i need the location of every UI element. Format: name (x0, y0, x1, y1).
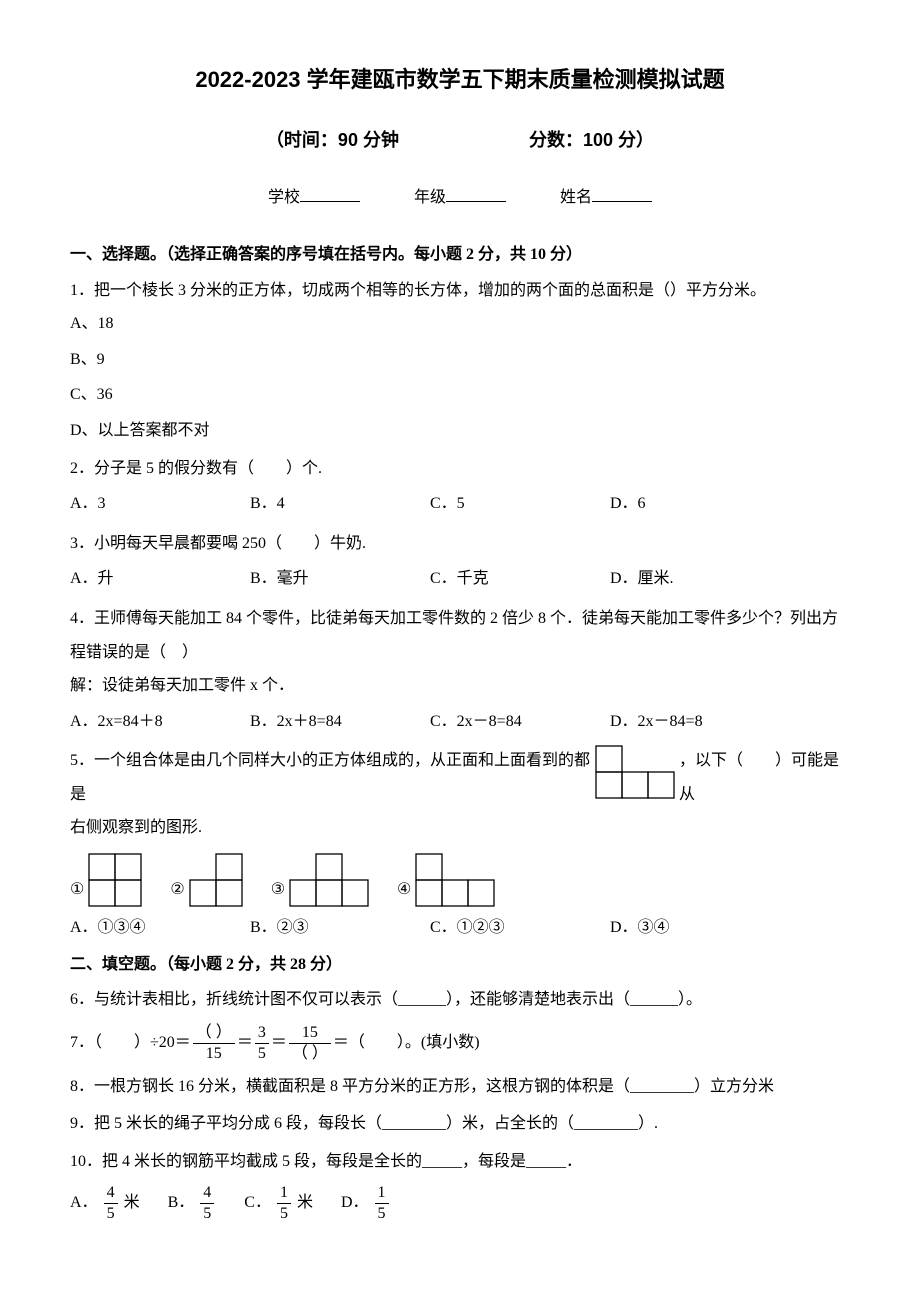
q5-shapes: ① ② ③ (70, 853, 850, 907)
q5-label-1: ① (70, 873, 84, 907)
q10-opt-c: C． 1 5 米 (244, 1185, 313, 1222)
grade-label: 年级 (414, 189, 446, 206)
q5: 5．一个组合体是由几个同样大小的正方体组成的，从正面和上面看到的都是 ，以下（ … (70, 744, 850, 944)
q4-opt-d: D．2x－84=8 (610, 705, 790, 739)
q5-text-line2: 右侧观察到的图形. (70, 811, 850, 845)
q5-ref-shape (595, 745, 675, 812)
q2-opt-a: A．3 (70, 487, 250, 521)
q5-label-2: ② (170, 873, 184, 907)
q2-opt-b: B．4 (250, 487, 430, 521)
q6-text: 6．与统计表相比，折线统计图不仅可以表示（______），还能够清楚地表示出（_… (70, 983, 850, 1017)
q1-opt-d: D、以上答案都不对 (70, 414, 850, 448)
q1: 1．把一个棱长 3 分米的正方体，切成两个相等的长方体，增加的两个面的总面积是（… (70, 274, 850, 448)
q7-suffix: ＝（ ）。(填小数) (333, 1021, 480, 1066)
q4-opt-a: A．2x=84＋8 (70, 705, 250, 739)
q5-label-3: ③ (271, 873, 285, 907)
q5-text-before: 5．一个组合体是由几个同样大小的正方体组成的，从正面和上面看到的都是 (70, 744, 591, 811)
q5-label-4: ④ (397, 873, 411, 907)
q1-text: 1．把一个棱长 3 分米的正方体，切成两个相等的长方体，增加的两个面的总面积是（… (70, 274, 850, 308)
section2-header: 二、填空题。（每小题 2 分，共 28 分） (70, 951, 850, 980)
q5-opt-c: C．①②③ (430, 911, 610, 945)
q3-opt-b: B．毫升 (250, 562, 430, 596)
q9-text: 9．把 5 米长的绳子平均分成 6 段，每段长（________）米，占全长的（… (70, 1107, 850, 1141)
q6: 6．与统计表相比，折线统计图不仅可以表示（______），还能够清楚地表示出（_… (70, 983, 850, 1017)
q7: 7．（ ）÷20＝ （ ） 15 ＝ 3 5 ＝ 15 （ ） ＝（ ）。(填小… (70, 1021, 850, 1066)
q3-text: 3．小明每天早晨都要喝 250（ ）牛奶. (70, 527, 850, 561)
q5-shape-3 (289, 853, 369, 907)
q5-text-after: ，以下（ ）可能是从 (679, 744, 850, 811)
q7-prefix: 7．（ ）÷20＝ (70, 1021, 191, 1066)
q1-opt-c: C、36 (70, 378, 850, 412)
q2-opt-c: C．5 (430, 487, 610, 521)
section1-header: 一、选择题。（选择正确答案的序号填在括号内。每小题 2 分，共 10 分） (70, 241, 850, 270)
q4: 4．王师傅每天能加工 84 个零件，比徒弟每天加工零件数的 2 倍少 8 个．徒… (70, 602, 850, 738)
q2-opt-d: D．6 (610, 487, 790, 521)
q3-opt-c: C．千克 (430, 562, 610, 596)
info-line: 学校 年级 姓名 (70, 184, 850, 213)
q7-frac1: （ ） 15 (193, 1025, 235, 1062)
q10-opt-a: A． 4 5 米 (70, 1185, 140, 1222)
q1-opt-a: A、18 (70, 307, 850, 341)
exam-subtitle: （时间：90 分钟 分数：100 分） (70, 124, 850, 156)
q4-solve: 解：设徒弟每天加工零件 x 个． (70, 669, 850, 703)
q4-opt-c: C．2x－8=84 (430, 705, 610, 739)
q2-text: 2．分子是 5 的假分数有（ ）个. (70, 452, 850, 486)
q1-opt-b: B、9 (70, 343, 850, 377)
q8-text: 8．一根方钢长 16 分米，横截面积是 8 平方分米的正方形，这根方钢的体积是（… (70, 1070, 850, 1104)
q10-opt-d: D． 1 5 (341, 1185, 391, 1222)
q8: 8．一根方钢长 16 分米，横截面积是 8 平方分米的正方形，这根方钢的体积是（… (70, 1070, 850, 1104)
q5-opt-b: B．②③ (250, 911, 430, 945)
school-label: 学校 (268, 189, 300, 206)
q7-frac3: 15 （ ） (289, 1025, 331, 1062)
exam-title: 2022-2023 学年建瓯市数学五下期末质量检测模拟试题 (70, 60, 850, 100)
time-label: （时间：90 分钟 (266, 130, 399, 150)
q10: 10．把 4 米长的钢筋平均截成 5 段，每段是全长的_____，每段是____… (70, 1145, 850, 1222)
q7-frac2: 3 5 (255, 1025, 269, 1062)
q2: 2．分子是 5 的假分数有（ ）个. A．3 B．4 C．5 D．6 (70, 452, 850, 521)
q5-opt-a: A．①③④ (70, 911, 250, 945)
score-label: 分数：100 分） (529, 130, 654, 150)
q9: 9．把 5 米长的绳子平均分成 6 段，每段长（________）米，占全长的（… (70, 1107, 850, 1141)
name-label: 姓名 (560, 189, 592, 206)
q10-text: 10．把 4 米长的钢筋平均截成 5 段，每段是全长的_____，每段是____… (70, 1145, 850, 1179)
q4-text: 4．王师傅每天能加工 84 个零件，比徒弟每天加工零件数的 2 倍少 8 个．徒… (70, 602, 850, 669)
q5-shape-1 (88, 853, 142, 907)
q5-opt-d: D．③④ (610, 911, 790, 945)
q10-opt-b: B． 4 5 (168, 1185, 217, 1222)
q5-shape-4 (415, 853, 495, 907)
q4-opt-b: B．2x＋8=84 (250, 705, 430, 739)
q3-opt-a: A．升 (70, 562, 250, 596)
q5-shape-2 (189, 853, 243, 907)
q3: 3．小明每天早晨都要喝 250（ ）牛奶. A．升 B．毫升 C．千克 D．厘米… (70, 527, 850, 596)
q3-opt-d: D．厘米. (610, 562, 790, 596)
